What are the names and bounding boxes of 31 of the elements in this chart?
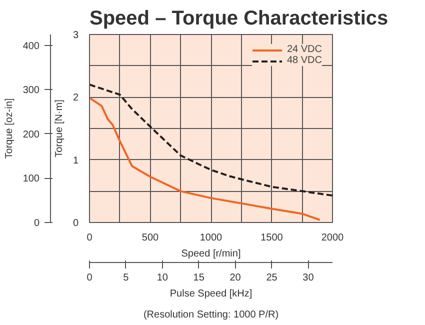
x2-axis-title: Pulse Speed [kHz] <box>170 288 252 300</box>
legend-label: 24 VDC <box>286 44 322 55</box>
x-tick-label: 0 <box>86 232 93 244</box>
x-tick-label: 500 <box>142 232 160 244</box>
x2-tick-label: 10 <box>156 272 168 284</box>
x-axis-title: Speed [r/min] <box>181 248 241 260</box>
y2-tick-label: 300 <box>22 85 40 96</box>
y2-tick-label: 200 <box>22 129 40 140</box>
x2-tick-label: 25 <box>266 272 278 284</box>
legend-label: 48 VDC <box>286 55 322 66</box>
y2-tick-label: 100 <box>22 174 40 185</box>
line-series <box>90 84 332 197</box>
x2-tick-label: 0 <box>86 272 93 284</box>
y-tick-label: 0 <box>72 218 79 229</box>
y2-tick-label: 400 <box>22 40 40 52</box>
y-axis-title: Torque [N·m] <box>54 99 65 158</box>
x-tick-label: 1500 <box>260 232 284 244</box>
x-tick-label: 1000 <box>200 232 223 244</box>
y-tick-label: 3 <box>72 30 79 41</box>
x2-tick-label: 5 <box>123 272 130 284</box>
y2-axis-title: Torque [oz-in] <box>4 98 15 159</box>
y-tick-label: 1 <box>72 155 79 166</box>
y2-tick-label: 0 <box>34 218 40 229</box>
x2-tick-label: 15 <box>193 272 205 284</box>
text: (Resolution Setting: 1000 P/R) <box>143 310 279 320</box>
x-tick-label: 2000 <box>321 232 344 244</box>
x2-tick-label: 20 <box>230 272 242 284</box>
line-series <box>90 96 321 221</box>
chart-title: Speed – Torque Characteristics <box>90 8 388 30</box>
y-tick-label: 2 <box>72 92 79 104</box>
x2-tick-label: 30 <box>302 272 314 284</box>
